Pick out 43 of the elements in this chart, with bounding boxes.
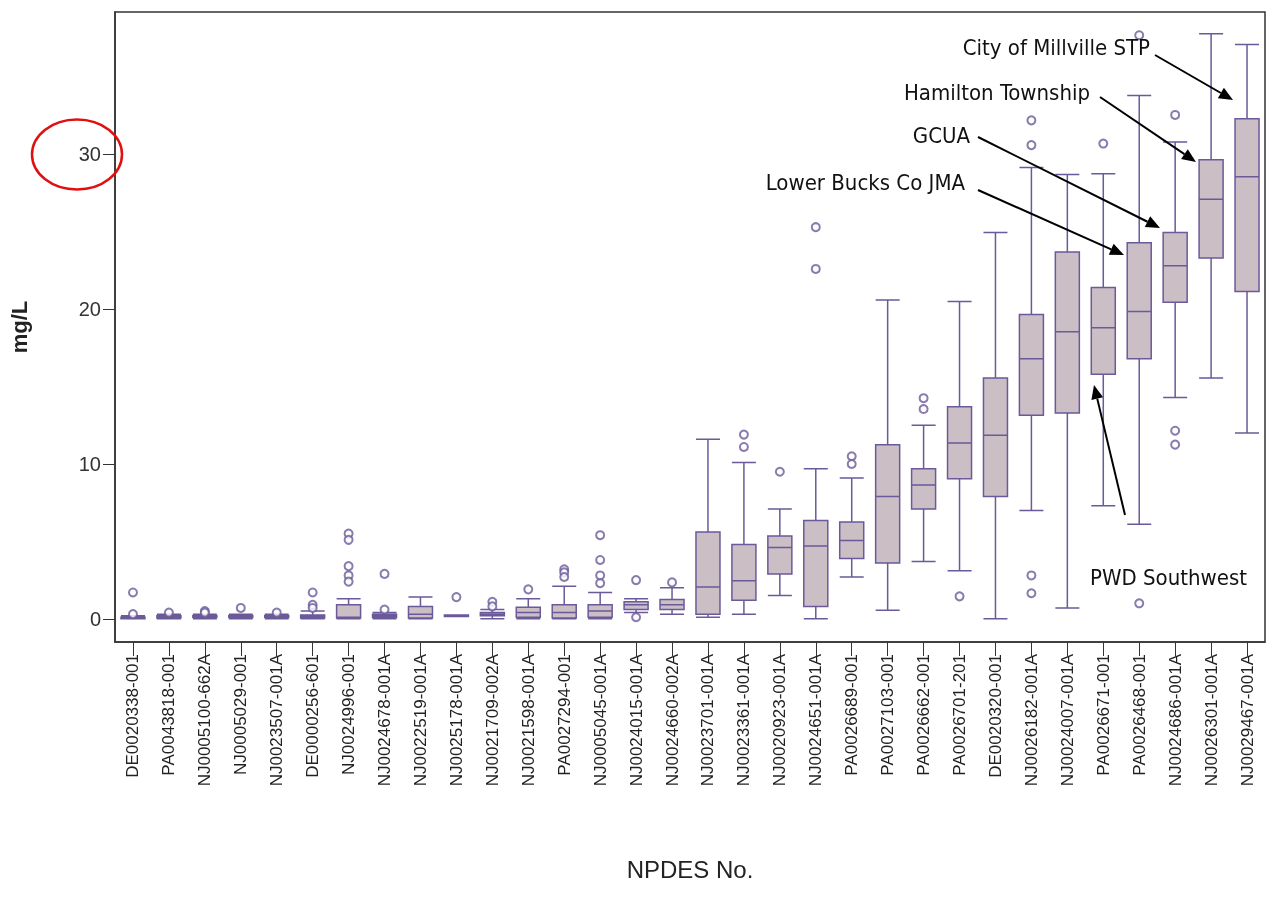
y-tick-label: 0 <box>89 607 101 630</box>
x-tick-label: PA0027294-001 <box>554 654 574 776</box>
x-tick-label: NJ0024007-001A <box>1057 653 1077 787</box>
x-tick-label: PA0027103-001 <box>878 654 898 776</box>
x-tick-label: NJ0024651-001A <box>806 653 826 787</box>
x-tick-label: NJ0005100-662A <box>195 653 215 787</box>
x-tick-label: NJ0005045-001A <box>590 653 610 787</box>
x-tick-label: PA0043818-001 <box>159 654 179 776</box>
y-tick-label: 30 <box>78 143 101 166</box>
y-tick-label: 20 <box>78 298 101 321</box>
x-tick-label: NJ0024660-002A <box>662 653 682 787</box>
x-tick-label: NJ0026301-001A <box>1201 653 1221 787</box>
x-tick-label: PA0026468-001 <box>1129 654 1149 776</box>
x-tick-label: NJ0024686-001A <box>1165 653 1185 787</box>
x-tick-label: NJ0020923-001A <box>770 653 790 787</box>
x-tick-label: NJ0022519-001A <box>410 653 430 787</box>
x-tick-label: NJ0029467-001A <box>1237 653 1257 787</box>
x-tick-label: NJ0005029-001 <box>231 654 251 775</box>
x-tick-label: PA0026689-001 <box>842 654 862 776</box>
annotation: Hamilton Township <box>903 80 1090 105</box>
x-tick-label: PA0026662-001 <box>914 654 934 776</box>
x-tick-label: NJ0024678-001A <box>375 653 395 787</box>
x-tick-label: DE0000256-601 <box>303 654 323 778</box>
x-tick-label: NJ0023701-001A <box>698 653 718 787</box>
annotation: PWD Southwest <box>1090 565 1248 590</box>
x-tick-label: DE0020320-001 <box>985 654 1005 778</box>
x-tick-label: DE0020338-001 <box>123 654 143 778</box>
x-tick-label: NJ0025178-001A <box>446 653 466 787</box>
x-tick-label: NJ0023507-001A <box>267 653 287 787</box>
x-tick-label: NJ0024996-001 <box>339 654 359 775</box>
annotation: GCUA <box>912 123 971 148</box>
x-tick-label: NJ0023361-001A <box>734 653 754 787</box>
x-axis-title: NPDES No. <box>626 855 754 883</box>
annotation: City of Millville STP <box>962 35 1151 60</box>
x-tick-label: NJ0026182-001A <box>1021 653 1041 787</box>
x-tick-label: PA0026671-001 <box>1093 654 1113 776</box>
x-tick-label: NJ0021598-001A <box>518 653 538 787</box>
x-tick-label: NJ0024015-001A <box>626 653 646 787</box>
y-tick-label: 10 <box>78 452 101 475</box>
x-tick-label: NJ0021709-002A <box>482 653 502 787</box>
annotation: Lower Bucks Co JMA <box>765 170 966 195</box>
y-axis-title: mg/L <box>6 300 32 354</box>
x-tick-label: PA0026701-201 <box>950 654 970 776</box>
